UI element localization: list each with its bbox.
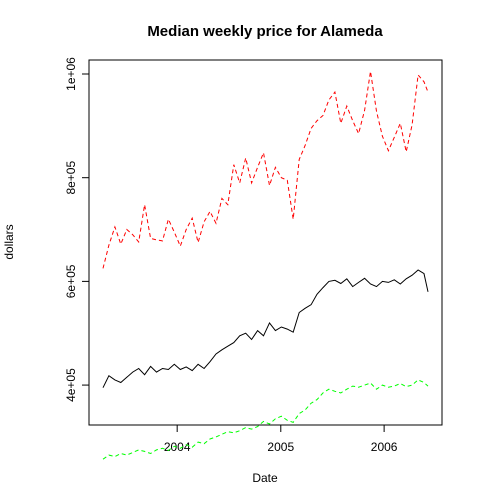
x-tick-label-1: 2005 [267, 440, 294, 454]
x-tick-label-0: 2004 [164, 440, 191, 454]
series-line-0 [102, 71, 429, 269]
series-layer [102, 71, 429, 460]
x-axis: 2004 2005 2006 [164, 425, 398, 454]
x-tick-label-2: 2006 [371, 440, 398, 454]
x-axis-label: Date [252, 471, 278, 485]
y-tick-label-0: 4e+05 [64, 368, 78, 402]
y-tick-label-2: 8e+05 [64, 161, 78, 195]
plot-box [88, 59, 443, 426]
series-line-2 [102, 379, 429, 460]
y-tick-label-3: 1e+06 [64, 57, 78, 91]
y-tick-label-1: 6e+05 [64, 264, 78, 298]
chart-title: Median weekly price for Alameda [147, 23, 383, 40]
series-line-1 [102, 269, 429, 388]
y-axis: 4e+05 6e+05 8e+05 1e+06 [64, 57, 89, 402]
y-axis-label: dollars [2, 224, 16, 259]
